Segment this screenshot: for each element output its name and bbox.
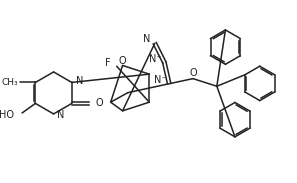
Text: N⁻: N⁻ (154, 74, 166, 85)
Text: CH₃: CH₃ (1, 78, 18, 87)
Text: F: F (105, 58, 111, 68)
Text: O: O (96, 98, 103, 109)
Text: O: O (189, 68, 197, 78)
Text: N⁺: N⁺ (149, 54, 162, 64)
Text: HO: HO (0, 110, 15, 120)
Text: O: O (119, 56, 127, 66)
Text: N: N (143, 34, 150, 44)
Text: N: N (76, 76, 83, 87)
Text: N: N (57, 110, 65, 120)
